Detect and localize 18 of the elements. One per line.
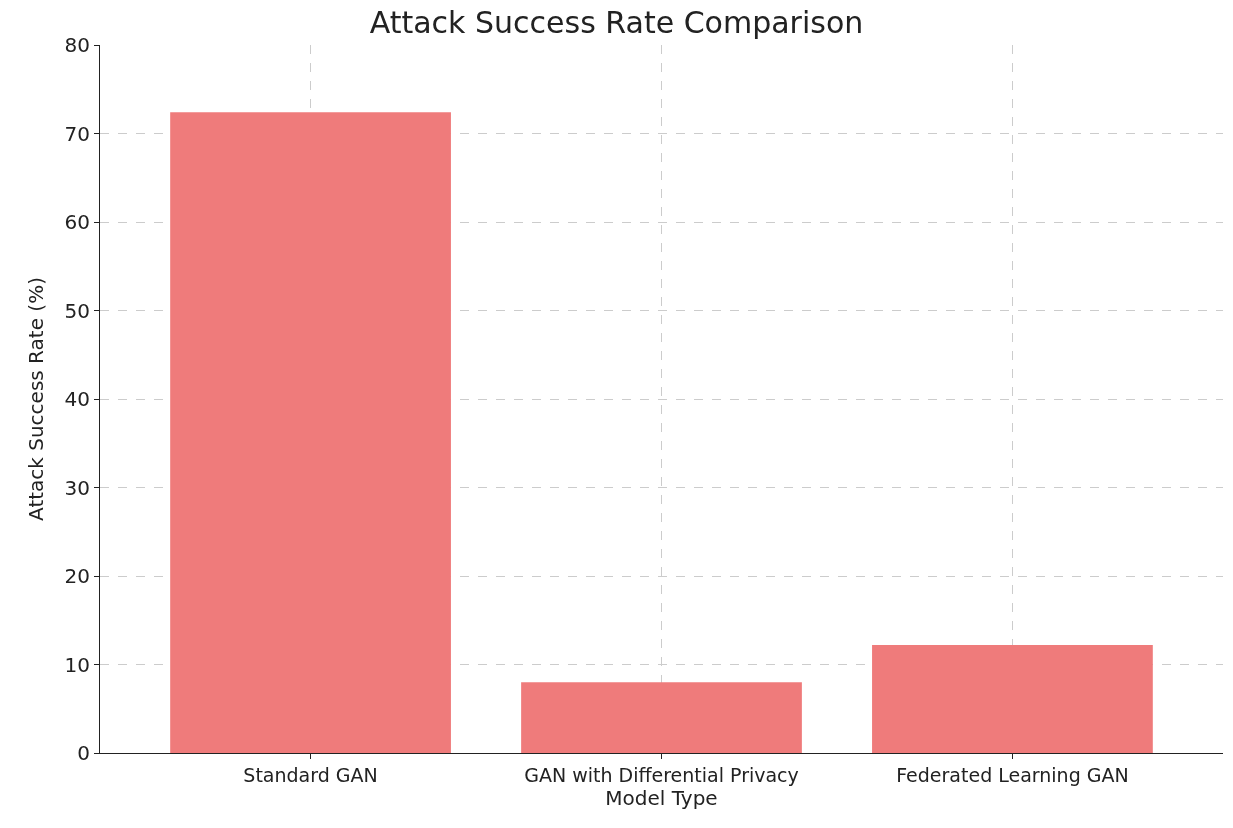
y-tick-label: 0: [77, 741, 90, 765]
x-tick-label: GAN with Differential Privacy: [524, 763, 799, 786]
bar: [170, 112, 451, 753]
y-tick-label: 20: [64, 564, 90, 588]
x-axis-title: Model Type: [605, 785, 718, 810]
bar: [872, 645, 1153, 753]
y-tick-label: 70: [64, 121, 90, 146]
x-tick-label: Standard GAN: [243, 763, 378, 786]
bar: [521, 682, 802, 753]
y-tick-label: 10: [64, 652, 90, 677]
y-tick-label: 50: [64, 298, 90, 323]
y-axis-title: Attack Success Rate (%): [24, 277, 49, 521]
y-tick-label: 80: [64, 33, 90, 57]
x-tick-label: Federated Learning GAN: [896, 763, 1129, 786]
y-tick-label: 60: [64, 210, 90, 234]
y-tick-label: 30: [64, 475, 90, 500]
chart-title: Attack Success Rate Comparison: [369, 5, 864, 41]
y-tick-label: 40: [64, 387, 90, 411]
